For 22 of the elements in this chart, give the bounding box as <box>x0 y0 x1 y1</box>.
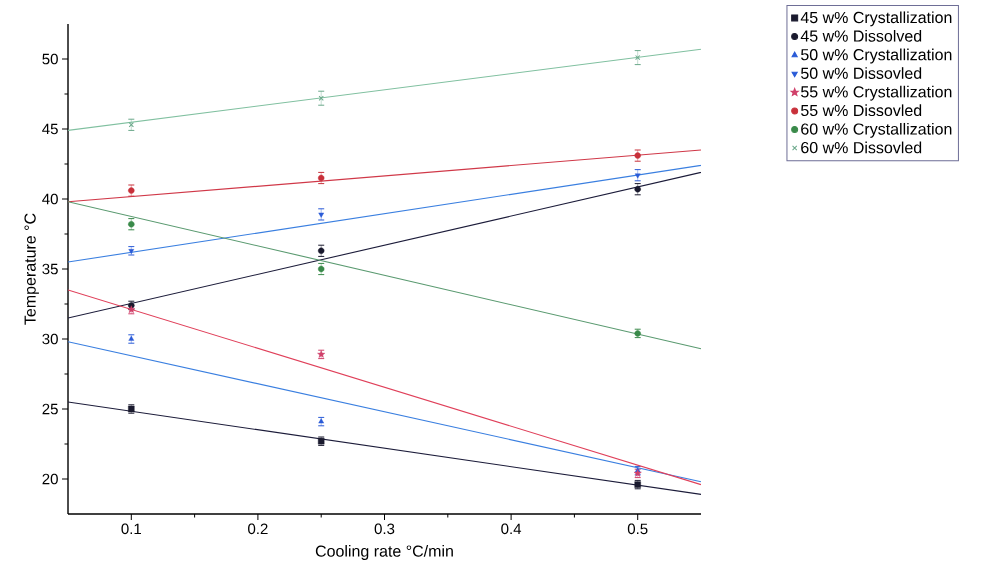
legend-label: 55 w% Dissovled <box>801 104 922 117</box>
y-axis-title: Temperature °C <box>24 213 39 325</box>
x-tick-label: 0.2 <box>248 523 268 535</box>
y-tick-label: 35 <box>42 263 58 275</box>
x-tick-label: 0.3 <box>374 523 395 535</box>
x-tick-label: 0.1 <box>121 523 141 535</box>
legend-label: 45 w% Crystallization <box>800 11 952 27</box>
legend-label: 50 w% Dissovled <box>801 67 922 79</box>
y-tick-label: 45 <box>42 123 58 135</box>
x-tick-label: 0.4 <box>501 523 522 535</box>
legend-label: 45 w% Dissolved <box>800 29 922 42</box>
legend-label: 60 w% Dissovled <box>801 141 922 154</box>
y-tick-label: 25 <box>42 403 58 415</box>
legend-label: 55 w% Crystallization <box>801 85 952 101</box>
y-tick-label: 30 <box>42 333 58 345</box>
legend-label: 50 w% Crystallization <box>801 48 952 64</box>
x-tick-label: 0.5 <box>627 523 648 535</box>
y-tick-label: 40 <box>42 193 58 205</box>
x-axis-title: Cooling rate °C/min <box>315 545 453 560</box>
y-tick-label: 50 <box>42 53 58 65</box>
legend-label: 60 w% Crystallization <box>801 122 952 138</box>
y-tick-label: 20 <box>42 473 58 485</box>
